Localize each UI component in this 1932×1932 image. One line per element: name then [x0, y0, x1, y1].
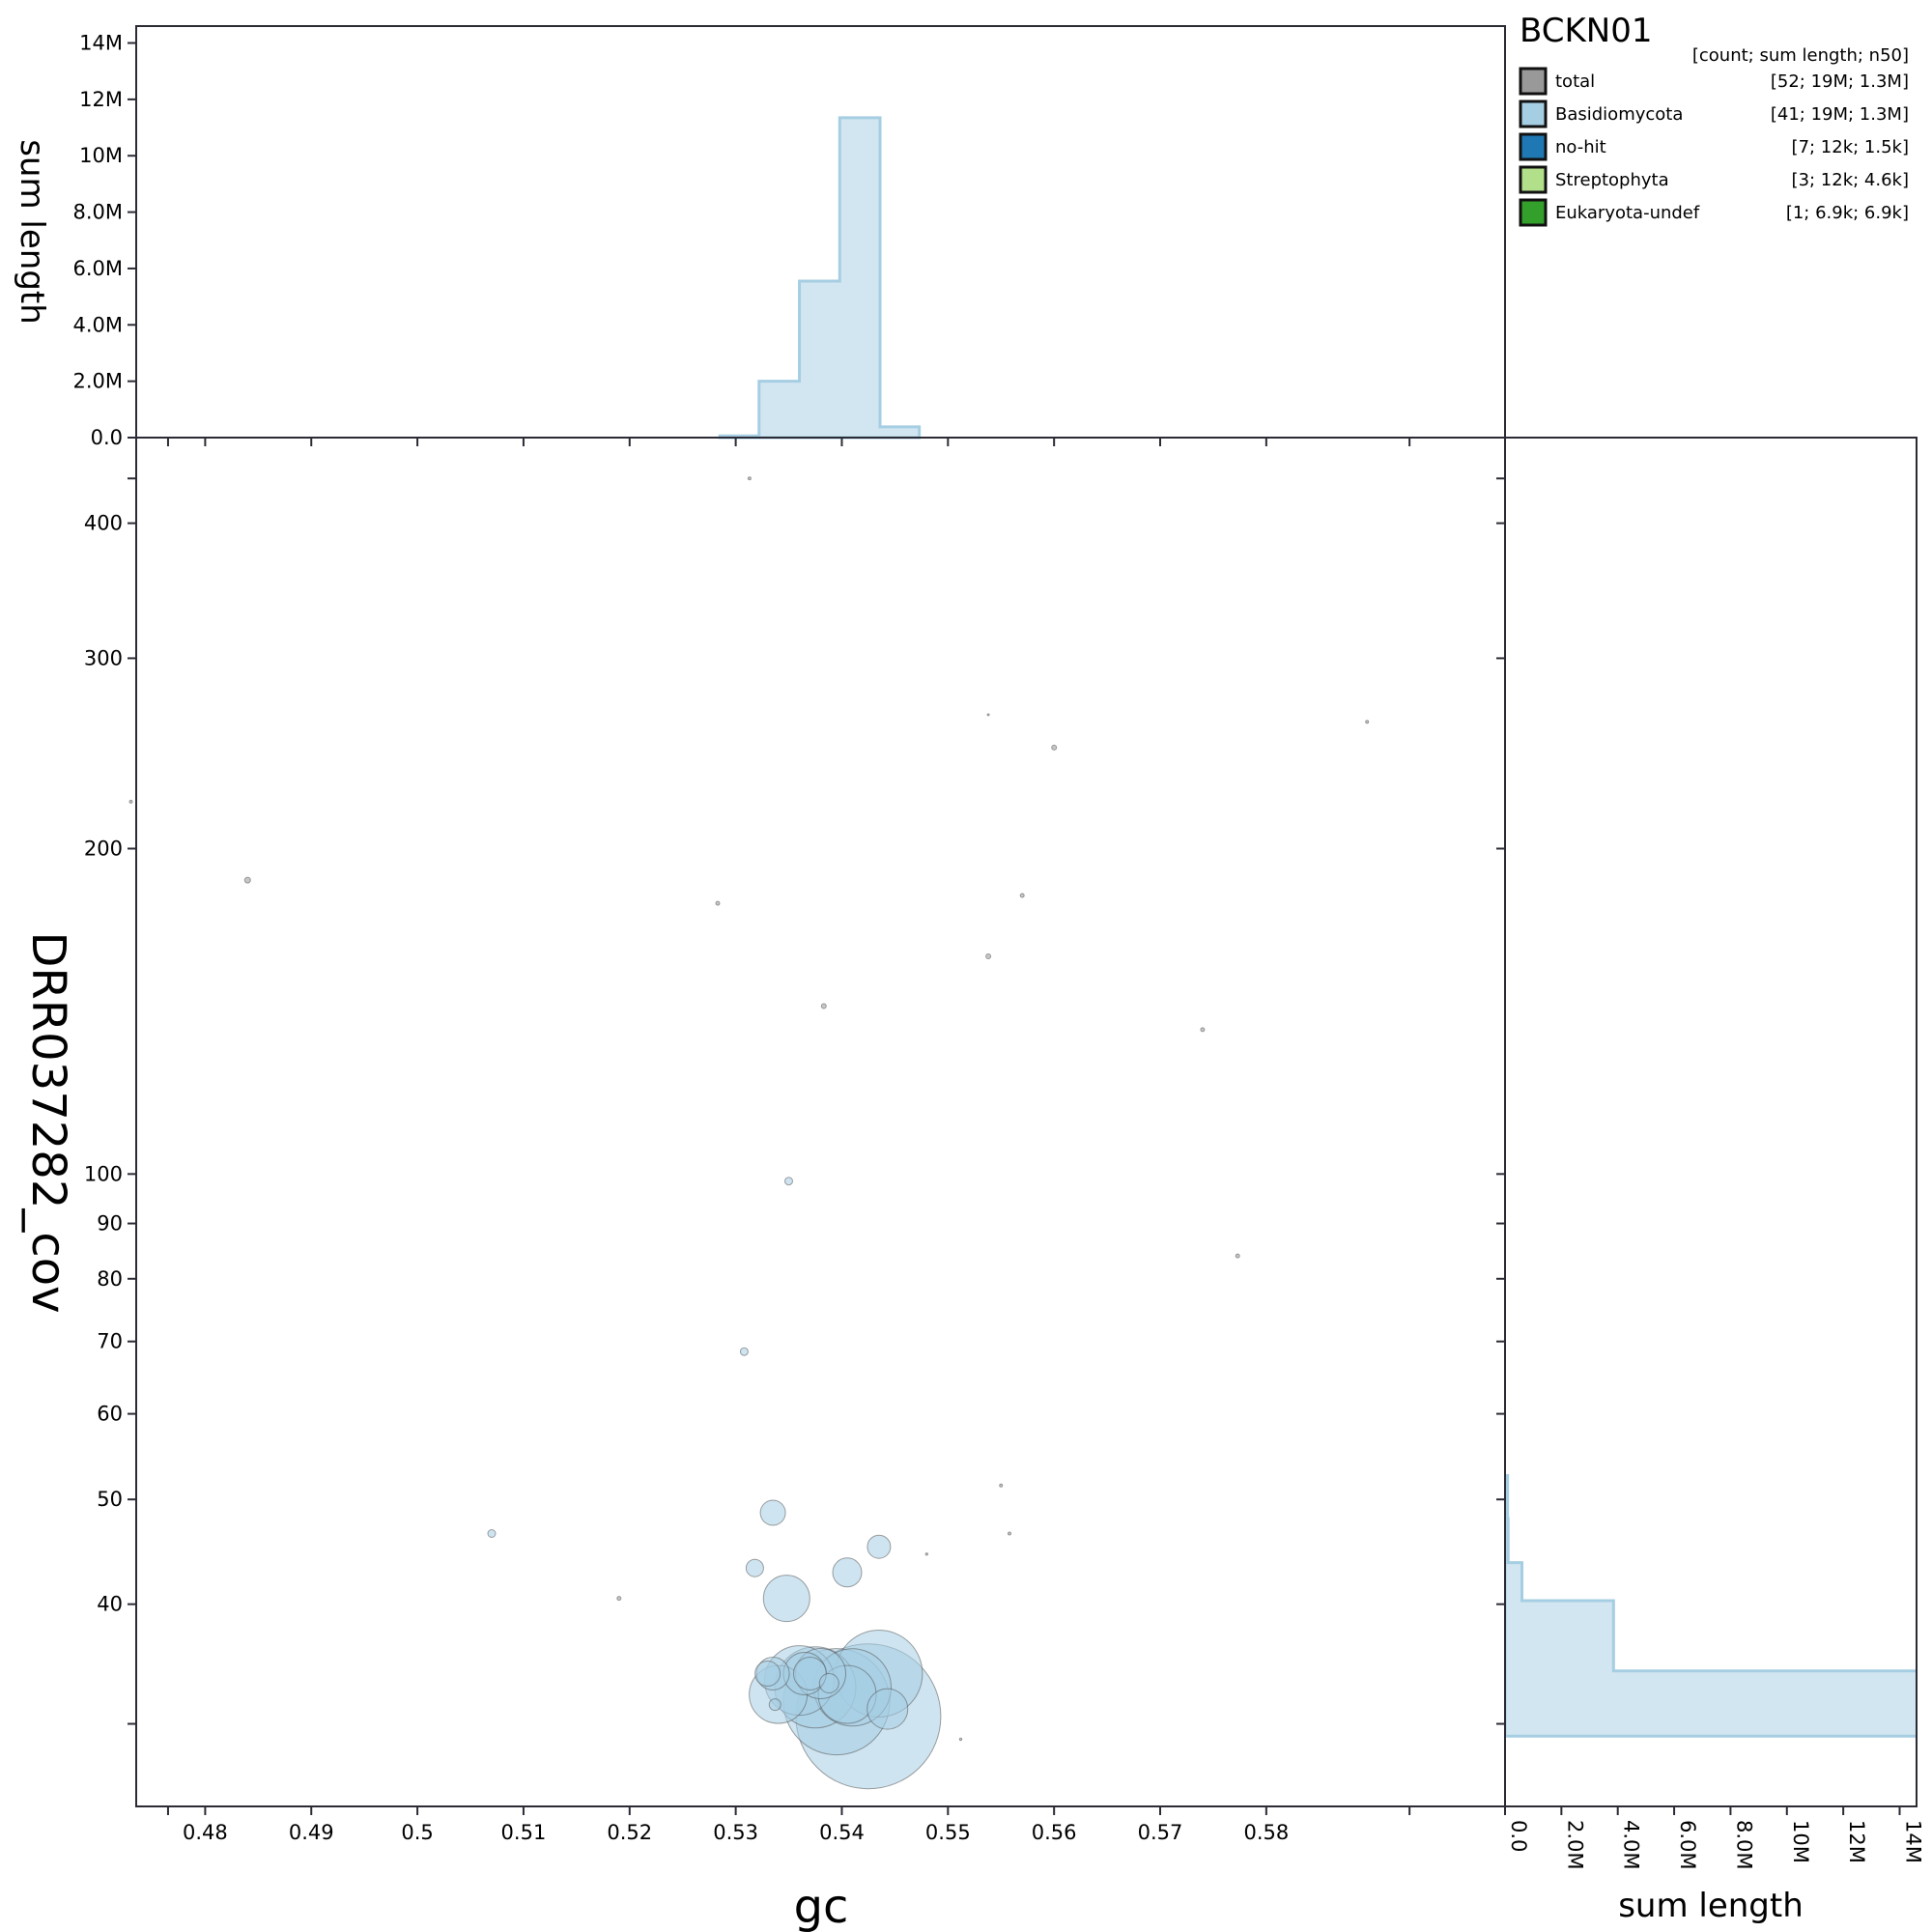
x-tick-label: 0.54: [819, 1821, 865, 1844]
scatter-point: [867, 1688, 909, 1730]
scatter-point: [1365, 720, 1370, 724]
top-hist-tick-label: 2.0M: [72, 370, 123, 393]
x-tick-label: 0.53: [713, 1821, 758, 1844]
scatter-point: [924, 1552, 928, 1556]
legend-swatch: [1519, 165, 1548, 194]
legend-swatch: [1519, 198, 1548, 227]
y-tick-label: 50: [97, 1488, 123, 1511]
right-hist-tick-label: 4.0M: [1620, 1820, 1643, 1870]
scatter-point: [747, 476, 752, 481]
scatter-point: [985, 953, 992, 959]
right-hist-tick-label: 2.0M: [1563, 1820, 1586, 1870]
top-hist-tick-label: 4.0M: [72, 313, 123, 336]
x-tick-label: 0.57: [1138, 1821, 1183, 1844]
y-axis-title: DRR037282_cov: [21, 931, 75, 1313]
legend-title: BCKN01: [1520, 12, 1652, 50]
scatter-point: [768, 1698, 781, 1712]
right-hist-tick-label: 14M: [1901, 1820, 1924, 1863]
top-histogram-y-title: sum length: [13, 139, 51, 325]
legend-swatch: [1519, 99, 1548, 128]
y-tick-label: 70: [97, 1330, 123, 1353]
scatter-point: [759, 1499, 786, 1526]
scatter-point: [999, 1483, 1004, 1488]
top-histogram-bars: [718, 116, 922, 440]
scatter-point: [818, 1673, 839, 1693]
scatter-point: [1235, 1253, 1240, 1259]
right-histogram: [1505, 1474, 1917, 1738]
scatter-point: [1019, 893, 1025, 898]
legend-stats: [3; 12k; 4.6k]: [1792, 170, 1909, 190]
legend-stats: [52; 19M; 1.3M]: [1771, 71, 1909, 92]
right-hist-tick-label: 8.0M: [1732, 1820, 1755, 1870]
legend-label: no-hit: [1555, 137, 1606, 157]
axes: 0.48 0.49 0.5 0.51 0.52 0.53 0.54 0.55 0.56 0.57 0…: [72, 32, 1924, 1870]
y-tick-label: 90: [97, 1212, 123, 1236]
top-hist-tick-label: 10M: [79, 144, 123, 167]
legend-stats: [7; 12k; 1.5k]: [1792, 137, 1909, 157]
legend-label: Basidiomycota: [1555, 104, 1683, 125]
right-hist-tick-label: 10M: [1789, 1820, 1812, 1863]
x-tick-label: 0.49: [289, 1821, 334, 1844]
legend-header: [count; sum length; n50]: [1692, 45, 1909, 66]
scatter-point: [986, 713, 990, 717]
top-hist-tick-label: 8.0M: [72, 201, 123, 224]
scatter-point: [762, 1575, 810, 1623]
scatter-point: [958, 1737, 963, 1742]
scatter-point: [715, 900, 721, 906]
main-plot-frame: [135, 437, 1506, 1807]
legend-label: Streptophyta: [1555, 170, 1669, 190]
legend-label: total: [1555, 71, 1595, 92]
x-tick-label: 0.58: [1243, 1821, 1289, 1844]
right-hist-tick-label: 6.0M: [1676, 1820, 1699, 1870]
scatter-point: [784, 1177, 793, 1186]
x-tick-label: 0.48: [183, 1821, 228, 1844]
legend-swatch: [1519, 132, 1548, 161]
right-hist-tick-label: 0.0: [1507, 1820, 1530, 1852]
y-tick-label: 100: [84, 1162, 123, 1185]
x-tick-label: 0.51: [501, 1821, 547, 1844]
scatter-point: [487, 1529, 497, 1538]
legend-label: Eukaryota-undef: [1555, 203, 1700, 223]
top-hist-tick-label: 14M: [79, 32, 123, 55]
scatter-point: [745, 1558, 764, 1577]
y-tick-label: 200: [84, 837, 123, 860]
legend-stats: [1; 6.9k; 6.9k]: [1786, 203, 1909, 223]
scatter-point: [128, 799, 133, 804]
scatter-point: [867, 1534, 892, 1559]
scatter-point: [1008, 1531, 1011, 1536]
scatter-point: [832, 1557, 863, 1588]
scatter-point: [616, 1596, 622, 1602]
legend-stats: [41; 19M; 1.3M]: [1771, 104, 1909, 125]
x-axis-title: gc: [794, 1880, 849, 1932]
top-histogram: [718, 116, 922, 440]
scatter-point: [739, 1347, 749, 1356]
x-tick-label: 0.56: [1032, 1821, 1077, 1844]
right-histogram-bars: [1505, 1474, 1917, 1738]
legend: BCKN01 [count; sum length; n50] total [52…: [1519, 12, 1909, 227]
y-tick-label: 400: [84, 512, 123, 535]
scatter-point: [243, 876, 251, 884]
scatter-point: [754, 1661, 781, 1687]
top-hist-tick-label: 0.0: [91, 426, 123, 449]
legend-entries: total [52; 19M; 1.3M] Basidiomycota [41; 19…: [1519, 67, 1909, 227]
y-tick-label: 300: [84, 646, 123, 669]
y-tick-label: 40: [97, 1593, 123, 1616]
scatter-points: [128, 476, 1370, 1790]
top-hist-tick-label: 12M: [79, 88, 123, 111]
x-tick-label: 0.52: [607, 1821, 652, 1844]
legend-swatch: [1519, 67, 1548, 96]
top-hist-tick-label: 6.0M: [72, 257, 123, 280]
scatter-point: [1200, 1027, 1206, 1033]
y-tick-label: 80: [97, 1267, 123, 1291]
right-hist-tick-label: 12M: [1845, 1820, 1868, 1863]
scatter-point: [820, 1003, 827, 1009]
right-histogram-frame: [1504, 437, 1918, 1807]
x-tick-label: 0.5: [401, 1821, 433, 1844]
right-histogram-x-title: sum length: [1618, 1887, 1804, 1925]
scatter-point: [1051, 744, 1058, 751]
x-tick-label: 0.55: [925, 1821, 971, 1844]
y-tick-label: 60: [97, 1403, 123, 1426]
